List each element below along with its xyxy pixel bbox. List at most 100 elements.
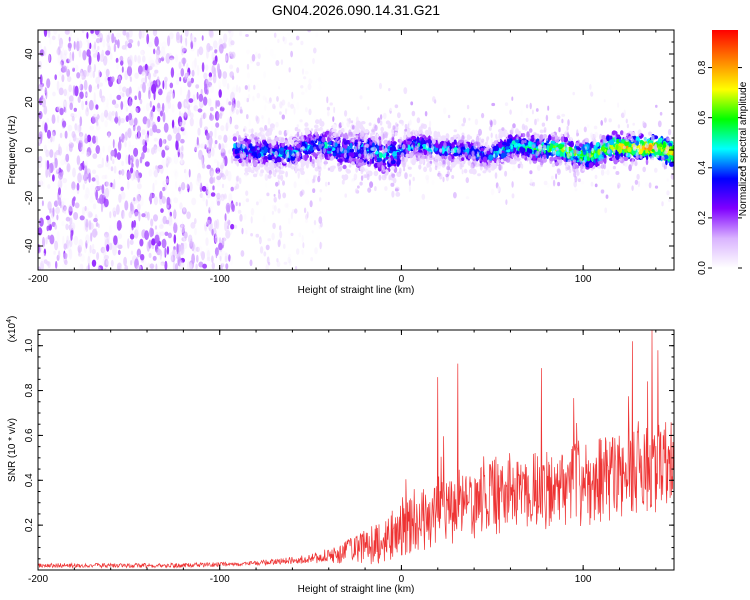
- spectrogram-cell: [637, 147, 640, 153]
- spectrogram-cell: [380, 126, 385, 132]
- spectrogram-cell: [179, 157, 185, 165]
- spectrogram-cell: [38, 137, 42, 144]
- spectrogram-cell: [285, 70, 289, 75]
- spectrogram-cell: [465, 177, 469, 184]
- spectrogram-cell: [209, 176, 214, 184]
- spectrogram-cell: [391, 135, 395, 142]
- spectrogram-cell: [300, 85, 304, 89]
- spectrogram-cell: [156, 76, 160, 86]
- spectrogram-cell: [45, 89, 48, 100]
- spectrogram-cell: [304, 154, 308, 161]
- spectrogram-cell: [650, 134, 655, 141]
- spectrogram-cell: [148, 252, 152, 259]
- spectrogram-cell: [573, 159, 576, 163]
- spectrogram-cell: [287, 101, 291, 108]
- spectrogram-cell: [326, 96, 329, 104]
- spectrogram-cell: [128, 112, 133, 121]
- spectrogram-cell: [371, 158, 375, 164]
- spectrogram-cell: [410, 101, 414, 106]
- spectrogram-cell: [443, 141, 447, 149]
- spectrogram-cell: [307, 83, 312, 91]
- spectrogram-cell: [184, 30, 189, 37]
- spectrogram-cell: [255, 116, 260, 124]
- spectrogram-cell: [301, 234, 304, 243]
- spectrogram-cell: [340, 128, 345, 133]
- spectrogram-cell: [107, 77, 111, 81]
- spectrogram-cell: [631, 185, 634, 192]
- spectrogram-cell: [617, 102, 620, 108]
- spectrogram-cell: [650, 155, 653, 161]
- spectrogram-cell: [79, 116, 83, 127]
- spectrogram-cell: [600, 146, 606, 152]
- spectrogram-cell: [452, 152, 458, 156]
- spectrogram-cell: [397, 112, 401, 119]
- spectrogram-cell: [273, 32, 277, 38]
- spectrogram-cell: [216, 218, 220, 230]
- spectrogram-cell: [482, 156, 488, 163]
- spectrogram-cell: [662, 141, 666, 149]
- spectrogram-cell: [525, 104, 529, 109]
- spectrogram-cell: [431, 179, 435, 185]
- spectrogram-cell: [110, 166, 114, 172]
- spectrogram-cell: [39, 133, 43, 144]
- spectrogram-cell: [39, 217, 44, 227]
- spectrogram-cell: [319, 189, 323, 193]
- spectrogram-cell: [510, 144, 513, 150]
- spectrogram-cell: [287, 256, 291, 264]
- spectrogram-cell: [110, 224, 113, 229]
- spectrogram-cell: [248, 162, 251, 167]
- spectrogram-cell: [221, 197, 224, 204]
- spectrogram-cell: [172, 261, 176, 270]
- spectrogram-cell: [589, 84, 592, 90]
- spectrogram-cell: [167, 134, 172, 142]
- spectrogram-cell: [230, 155, 234, 164]
- spectrogram-cell: [198, 93, 204, 102]
- spectrogram-cell: [57, 177, 60, 186]
- spectrogram-cell: [66, 68, 71, 78]
- spectrogram-cell: [104, 105, 110, 111]
- spectrogram-cell: [318, 73, 321, 81]
- spectrogram-cell: [327, 181, 330, 186]
- spectrogram-cell: [175, 251, 178, 258]
- spectrogram-cell: [577, 139, 580, 145]
- spectrogram-cell: [604, 171, 609, 175]
- spectrogram-cell: [243, 161, 247, 167]
- spectrogram-cell: [526, 158, 529, 162]
- spectrogram-cell: [60, 159, 65, 166]
- spectrogram-cell: [539, 137, 543, 144]
- spectrogram-cell: [287, 163, 292, 168]
- spectrogram-cell: [205, 237, 209, 247]
- spectrogram-cell: [296, 124, 299, 128]
- spectrogram-cell: [201, 193, 205, 198]
- spectrogram-cell: [386, 142, 390, 146]
- spectrogram-cell: [230, 40, 235, 46]
- spectrogram-cell: [267, 138, 273, 144]
- spectrogram-cell: [45, 237, 48, 245]
- spectrogram-cell: [202, 263, 208, 269]
- spectrogram-cell: [593, 145, 597, 150]
- spectrogram-cell: [248, 136, 252, 140]
- spectrogram-cell: [214, 233, 218, 239]
- spectrogram-cell: [84, 93, 88, 100]
- spectrogram-cell: [75, 166, 80, 173]
- spectrogram-cell: [61, 220, 65, 227]
- spectrogram-cell: [204, 215, 208, 226]
- spectrogram-cell: [88, 220, 92, 231]
- spectrogram-cell: [158, 224, 164, 230]
- spectrogram-cell: [376, 145, 380, 150]
- spectrogram-cell: [480, 147, 485, 152]
- spectrogram-cell: [196, 64, 200, 76]
- spectrogram-cell: [467, 154, 472, 160]
- spectrogram-cell: [576, 170, 579, 177]
- spectrogram-cell: [253, 84, 256, 90]
- spectrogram-cell: [225, 263, 229, 270]
- spectrogram-cell: [382, 162, 387, 166]
- spectrogram-cell: [280, 137, 285, 143]
- spectrogram-cell: [489, 164, 492, 172]
- spectrogram-cell: [528, 140, 532, 148]
- spectrogram-cell: [278, 238, 281, 246]
- spectrogram-cell: [92, 70, 96, 79]
- spectrogram-cell: [71, 181, 76, 191]
- spectrogram-cell: [296, 102, 300, 110]
